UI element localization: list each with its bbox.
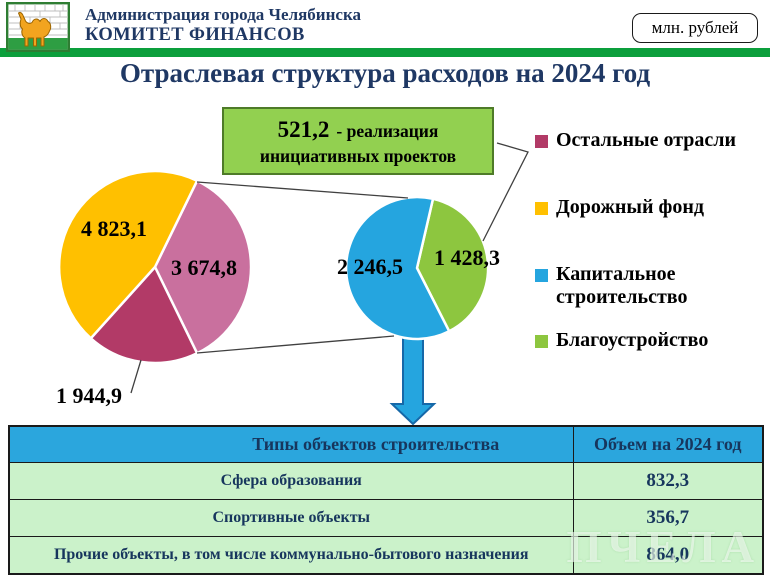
legend-swatch-icon — [535, 269, 548, 282]
callout-box: 521,2- реализация инициативных проектов — [222, 107, 494, 175]
legend-label: Благоустройство — [556, 329, 709, 351]
units-badge: млн. рублей — [632, 13, 758, 43]
camel-icon — [18, 11, 52, 47]
cell-type: Сфера образования — [8, 462, 574, 500]
legend-swatch-icon — [535, 135, 548, 148]
green-stripe — [0, 48, 770, 57]
callout-value: 521,2 — [277, 116, 330, 142]
construction-types-table: Типы объектов строительства Объем на 202… — [8, 425, 764, 575]
cell-type: Прочие объекты, в том числе коммунально-… — [8, 536, 574, 575]
breakdown-arrow-icon — [389, 333, 437, 426]
committee-name: КОМИТЕТ ФИНАНСОВ — [85, 25, 305, 46]
table-row: Сфера образования 832,3 — [8, 462, 764, 500]
table-header-row: Типы объектов строительства Объем на 202… — [8, 425, 764, 463]
cell-type: Спортивные объекты — [8, 499, 574, 537]
cell-value: 832,3 — [572, 462, 764, 500]
header-band: Администрация города Челябинска КОМИТЕТ … — [0, 0, 770, 52]
legend-item-landscaping: Благоустройство — [535, 329, 767, 352]
col-header-volume: Объем на 2024 год — [572, 425, 764, 463]
pie-slice-road-fund — [57, 169, 199, 340]
city-emblem-logo — [6, 2, 70, 52]
legend-item-capital-construction: Капитальное строительство — [535, 263, 767, 309]
page-title: Отраслевая структура расходов на 2024 го… — [119, 58, 651, 88]
legend-item-other-sectors: Остальные отрасли — [535, 129, 767, 152]
cell-value: 864,0 — [572, 536, 764, 575]
pie-slice-construction-total — [153, 179, 253, 355]
legend-label: Капитальное строительство — [556, 263, 688, 308]
callout-text: - реализация инициативных проектов — [259, 120, 457, 166]
pie-value-road-fund: 4 823,1 — [81, 216, 147, 241]
cell-value: 356,7 — [572, 499, 764, 537]
pie-slice-landscaping — [415, 197, 490, 333]
chart-legend: Остальные отрасли Дорожный фонд Капиталь… — [535, 129, 767, 352]
pie-sector-structure — [57, 169, 253, 365]
col-header-types: Типы объектов строительства — [8, 425, 574, 463]
pie-value-construction-total: 3 674,8 — [171, 255, 237, 280]
table-row: Спортивные объекты 356,7 — [8, 499, 764, 537]
connector-line-bottom — [196, 335, 395, 354]
pie-value-landscaping: 1 428,3 — [434, 245, 500, 270]
leader-line-other-sectors — [130, 359, 142, 394]
connector-line-top — [196, 181, 409, 199]
legend-swatch-icon — [535, 202, 548, 215]
pie-construction-breakdown — [344, 195, 490, 341]
connector-line-callout — [482, 142, 529, 242]
legend-label: Остальные отрасли — [556, 129, 737, 151]
table-row: Прочие объекты, в том числе коммунально-… — [8, 536, 764, 575]
org-name: Администрация города Челябинска — [85, 5, 361, 24]
pie-slice-capital-construction — [344, 195, 451, 341]
units-label: млн. рублей — [651, 18, 739, 37]
legend-item-road-fund: Дорожный фонд — [535, 196, 767, 219]
pie-slice-other-sectors — [89, 265, 199, 365]
legend-swatch-icon — [535, 335, 548, 348]
legend-label: Дорожный фонд — [556, 196, 705, 218]
pie-value-capital-construction: 2 246,5 — [337, 254, 403, 279]
pie-value-other-sectors: 1 944,9 — [56, 383, 122, 408]
